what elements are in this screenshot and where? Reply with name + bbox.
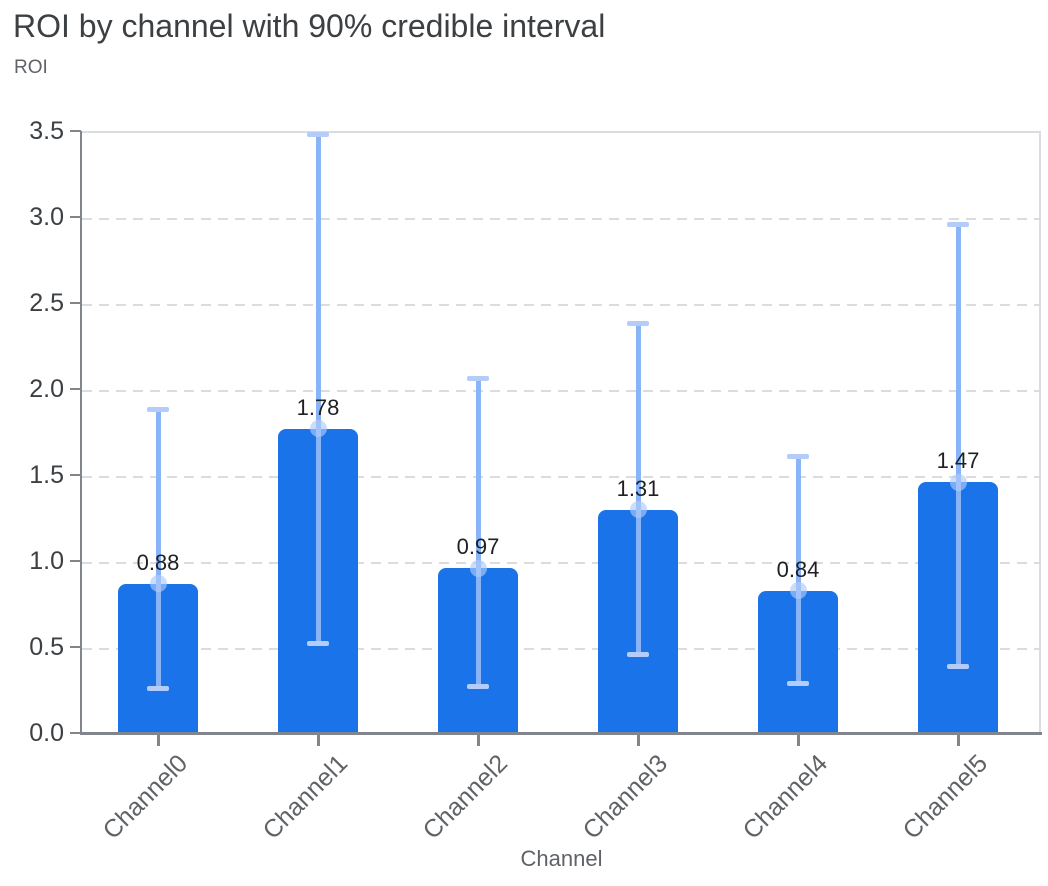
error-cap-top bbox=[467, 376, 489, 382]
y-axis-line bbox=[80, 131, 82, 735]
x-axis-title: Channel bbox=[520, 846, 603, 871]
gridline bbox=[82, 476, 1039, 478]
error-cap-top bbox=[787, 453, 809, 459]
y-tick bbox=[70, 474, 81, 476]
gridline bbox=[82, 304, 1039, 306]
y-axis-title: ROI bbox=[14, 57, 48, 78]
y-tick bbox=[70, 646, 81, 648]
x-tick-label: Channel1 bbox=[257, 749, 354, 845]
error-bar bbox=[955, 224, 961, 667]
value-label: 0.84 bbox=[776, 556, 820, 582]
x-tick bbox=[796, 735, 800, 746]
y-tick-label: 3.0 bbox=[29, 203, 64, 231]
value-label: 1.78 bbox=[296, 394, 340, 420]
x-axis-line bbox=[81, 732, 1042, 735]
error-cap-top bbox=[627, 321, 649, 327]
gridline bbox=[82, 390, 1039, 392]
x-tick bbox=[956, 735, 960, 746]
error-cap-bottom bbox=[787, 680, 809, 686]
error-bar bbox=[475, 378, 481, 687]
mean-marker bbox=[149, 575, 167, 593]
gridline bbox=[82, 562, 1039, 564]
value-label: 0.88 bbox=[136, 549, 180, 575]
error-cap-bottom bbox=[947, 663, 969, 669]
error-cap-bottom bbox=[627, 651, 649, 657]
value-label: 0.97 bbox=[456, 534, 500, 560]
y-tick-label: 0.5 bbox=[29, 633, 64, 661]
y-tick bbox=[70, 388, 81, 390]
y-tick-label: 1.0 bbox=[29, 547, 64, 575]
y-tick-label: 2.5 bbox=[29, 289, 64, 317]
x-tick bbox=[316, 735, 320, 746]
error-cap-top bbox=[147, 407, 169, 413]
mean-marker bbox=[629, 501, 647, 519]
y-tick-label: 2.0 bbox=[29, 375, 64, 403]
x-tick-label: Channel2 bbox=[417, 749, 514, 845]
y-tick bbox=[70, 302, 81, 304]
x-tick-label: Channel5 bbox=[897, 749, 994, 845]
y-tick-label: 3.5 bbox=[29, 117, 64, 145]
x-tick bbox=[156, 735, 160, 746]
value-label: 1.47 bbox=[936, 448, 980, 474]
x-tick-label: Channel4 bbox=[737, 749, 834, 845]
plot-area: 0.88 1.78 0.97 1.31 0.84 1.47 bbox=[82, 131, 1041, 735]
y-tick bbox=[70, 216, 81, 218]
error-bar bbox=[795, 456, 801, 684]
error-bar bbox=[635, 323, 641, 655]
gridline bbox=[82, 218, 1039, 220]
y-tick-label: 0.0 bbox=[29, 719, 64, 747]
x-tick bbox=[476, 735, 480, 746]
mean-marker bbox=[789, 582, 807, 600]
error-cap-bottom bbox=[147, 686, 169, 692]
error-cap-bottom bbox=[467, 684, 489, 690]
y-tick-label: 1.5 bbox=[29, 461, 64, 489]
gridline bbox=[82, 648, 1039, 650]
value-label: 1.31 bbox=[616, 475, 660, 501]
x-tick-label: Channel3 bbox=[577, 749, 674, 845]
error-cap-top bbox=[307, 132, 329, 138]
error-bar bbox=[155, 409, 161, 689]
y-tick bbox=[70, 130, 81, 132]
x-tick-label: Channel0 bbox=[97, 749, 194, 845]
error-cap-bottom bbox=[307, 641, 329, 647]
error-bar bbox=[315, 134, 321, 644]
mean-marker bbox=[949, 473, 967, 491]
y-tick bbox=[70, 560, 81, 562]
mean-marker bbox=[469, 559, 487, 577]
error-cap-top bbox=[947, 221, 969, 227]
y-tick bbox=[70, 732, 81, 734]
x-tick bbox=[636, 735, 640, 746]
mean-marker bbox=[309, 420, 327, 438]
chart-title: ROI by channel with 90% credible interva… bbox=[13, 8, 606, 44]
